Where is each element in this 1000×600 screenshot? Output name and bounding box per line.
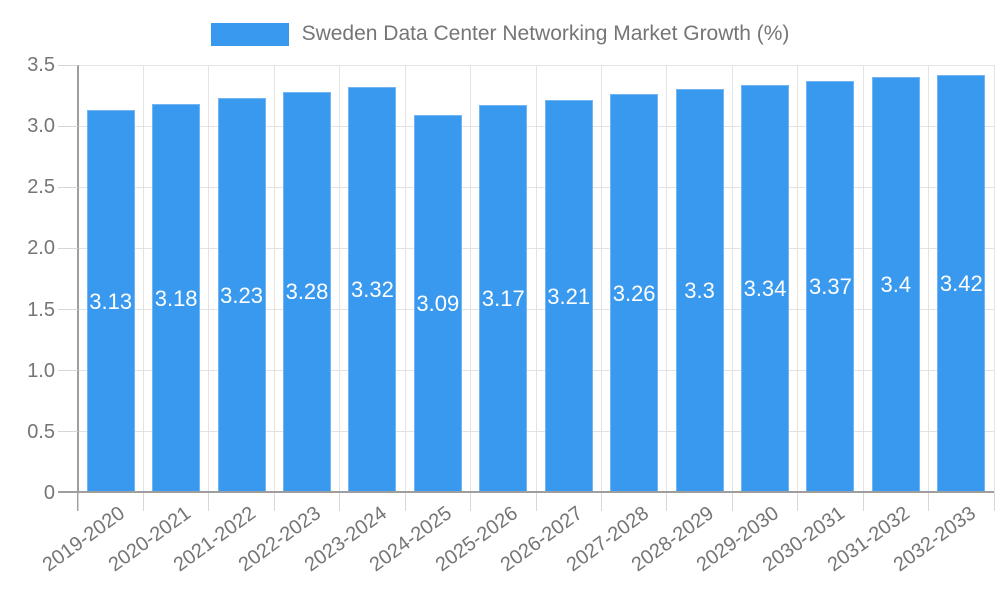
y-tick: [58, 247, 78, 249]
bar[interactable]: 3.34: [741, 84, 789, 493]
x-tick: [600, 493, 602, 511]
x-tick: [273, 493, 275, 511]
v-gridline: [993, 65, 995, 493]
bar-value-label: 3.3: [684, 278, 715, 304]
y-axis-line: [77, 65, 79, 511]
bar[interactable]: 3.4: [871, 77, 920, 493]
y-axis-label: 2.0: [27, 237, 55, 260]
plot-area: 3.13 3.18 3.23 3.28 3.32 3.09 3.17 3.21 3.26 3.3 3…: [78, 64, 995, 493]
bar[interactable]: 3.32: [348, 87, 397, 493]
y-tick: [58, 431, 78, 433]
v-gridline: [142, 65, 144, 493]
bar[interactable]: 3.3: [675, 89, 724, 493]
x-tick: [77, 493, 79, 511]
bar[interactable]: 3.28: [283, 91, 331, 493]
x-tick: [993, 493, 995, 511]
bar-value-label: 3.32: [351, 277, 394, 303]
v-gridline: [666, 65, 668, 493]
v-gridline: [404, 65, 406, 493]
v-gridline: [208, 65, 210, 493]
bar-value-label: 3.13: [89, 288, 133, 314]
y-tick: [58, 309, 78, 311]
x-tick: [339, 493, 341, 511]
x-tick: [731, 493, 733, 511]
v-gridline: [535, 65, 537, 493]
bar[interactable]: 3.26: [610, 94, 659, 493]
bar-value-label: 3.26: [612, 280, 656, 306]
y-axis-label: 1.0: [27, 359, 55, 382]
bar[interactable]: 3.23: [217, 98, 266, 493]
y-tick: [58, 186, 78, 188]
y-axis-label: 3.0: [27, 115, 55, 138]
v-gridline: [273, 65, 275, 493]
bar-value-label: 3.4: [880, 272, 912, 298]
bar[interactable]: 3.42: [937, 74, 986, 493]
v-gridline: [862, 65, 864, 493]
bar-value-label: 3.21: [547, 283, 591, 309]
y-axis-label: 3.5: [27, 54, 55, 76]
v-gridline: [339, 65, 341, 493]
bar-value-label: 3.34: [743, 275, 787, 301]
bar-value-label: 3.09: [416, 291, 460, 317]
y-tick: [58, 64, 78, 66]
y-tick: [58, 125, 78, 127]
x-tick: [666, 493, 668, 511]
v-gridline: [731, 65, 733, 493]
bar[interactable]: 3.18: [152, 104, 201, 493]
y-tick: [58, 370, 78, 372]
bar-value-label: 3.23: [220, 282, 263, 308]
x-axis-line: [58, 491, 994, 493]
bar[interactable]: 3.21: [544, 100, 593, 493]
legend-label[interactable]: Sweden Data Center Networking Market Gro…: [301, 22, 790, 45]
v-gridline: [928, 65, 930, 493]
y-axis-label: 1.5: [27, 298, 55, 321]
x-tick: [404, 493, 406, 511]
bar[interactable]: 3.13: [86, 110, 135, 493]
v-gridline: [600, 65, 602, 493]
bar-value-label: 3.28: [285, 279, 329, 305]
bar-value-label: 3.18: [154, 285, 198, 311]
x-tick: [470, 493, 472, 511]
legend: Sweden Data Center Networking Market Gro…: [0, 22, 1000, 46]
v-gridline: [797, 65, 799, 493]
v-gridline: [470, 65, 472, 493]
x-tick: [142, 493, 144, 511]
x-tick: [797, 493, 799, 511]
y-axis-label: 2.5: [27, 176, 55, 199]
y-axis-label: 0: [43, 482, 55, 504]
bar-value-label: 3.37: [809, 273, 852, 299]
bar[interactable]: 3.09: [413, 115, 462, 493]
x-tick: [208, 493, 210, 511]
x-tick: [535, 493, 537, 511]
x-tick: [928, 493, 930, 511]
x-tick: [862, 493, 864, 511]
bar-value-label: 3.17: [481, 286, 525, 312]
y-axis-label: 0.5: [27, 420, 55, 443]
bar[interactable]: 3.37: [806, 80, 855, 493]
bar[interactable]: 3.17: [479, 105, 528, 493]
legend-swatch[interactable]: [210, 22, 289, 46]
bar-value-label: 3.42: [939, 270, 983, 296]
